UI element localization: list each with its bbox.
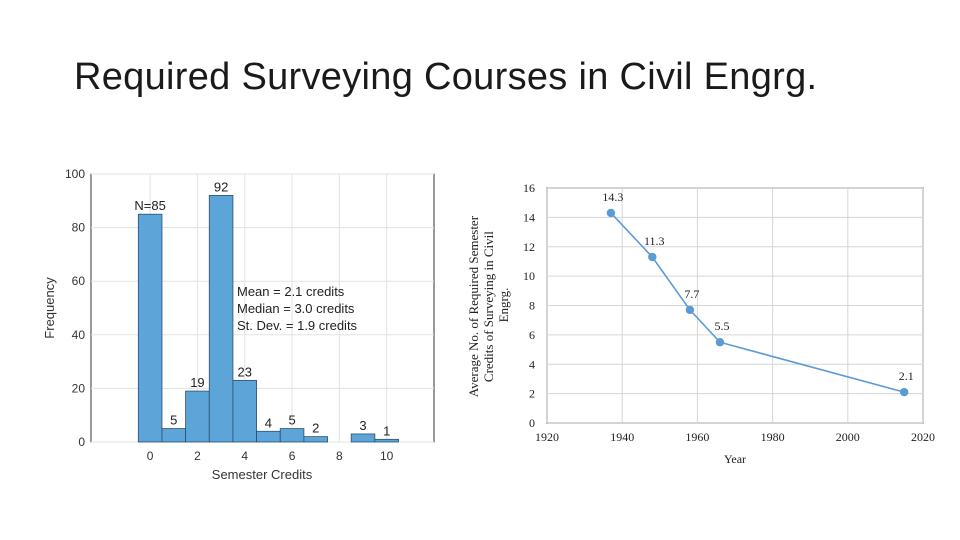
histogram-bar [256,430,281,443]
line-point-label: 7.7 [684,287,699,301]
slide-title: Required Surveying Courses in Civil Engr… [74,56,818,98]
line-y-tick-label: 4 [529,357,535,371]
line-y-tick-label: 14 [523,210,535,224]
line-point-label: 14.3 [602,190,623,204]
line-x-tick-label: 1980 [761,430,785,444]
line-x-tick-label: 1960 [685,430,709,444]
line-x-tick-label: 2020 [911,430,935,444]
histogram-bar [137,213,163,443]
histogram-stats-line: Median = 3.0 credits [237,301,355,316]
line-y-tick-label: 12 [523,240,535,254]
line-point [715,338,725,347]
histogram-bar-label: 5 [170,413,177,428]
histogram-bar-label: 19 [190,375,204,390]
histogram-bar-label: 3 [359,418,366,433]
line-y-tick-label: 0 [529,416,535,430]
histogram-bars [137,195,399,443]
histogram-y-tick-label: 100 [65,167,85,181]
histogram-x-tick-label: 6 [289,449,296,463]
histogram-x-tick-label: 2 [194,449,201,463]
line-y-tick-label: 6 [529,328,535,342]
histogram-x-tick-label: 0 [147,449,154,463]
line-x-tick-label: 2000 [836,430,860,444]
histogram-bar [208,195,234,443]
histogram-bar-label: 92 [214,179,228,194]
line-y-tick-label: 16 [523,181,535,195]
histogram-y-tick-label: 60 [72,274,86,288]
line-y-tick-label: 10 [523,269,535,283]
histogram-stats-line: Mean = 2.1 credits [237,284,345,299]
line-x-ticks: 1920 1940 1960 1980 2000 2020 [535,430,935,444]
line-y-label-line-3: Engrg. [496,288,511,323]
line-point-label: 11.3 [644,234,665,248]
histogram-x-tick-label: 4 [241,449,248,463]
line-grid [546,187,924,424]
histogram-bar-label: N=85 [134,198,165,213]
line-y-label-line-2: Credits of Surveying in Civil [481,231,496,382]
line-point-label: 5.5 [714,319,729,333]
histogram-x-tick-label: 10 [380,449,394,463]
line-point [685,305,695,315]
line-point [900,387,909,397]
line-x-tick-label: 1920 [535,430,559,444]
histogram-bar-label: 4 [265,415,272,430]
histogram-x-ticks: 0 2 4 6 8 10 [147,449,394,463]
histogram-y-tick-label: 40 [72,328,86,342]
histogram-bar [161,428,187,443]
histogram-y-label: Frequency [42,277,57,339]
histogram-y-tick-label: 80 [72,221,86,235]
histogram-bar [350,433,376,443]
histogram-y-ticks: 0 20 40 60 80 100 [65,167,85,449]
histogram-bar [374,438,399,443]
histogram-bar-label: 5 [288,413,295,428]
histogram-bar [185,390,210,443]
histogram-x-tick-label: 8 [336,449,343,463]
line-point [606,208,616,218]
line-y-tick-label: 8 [529,299,535,313]
histogram-bar-label: 2 [312,421,319,436]
line-y-label: Average No. of Required Semester Credits… [466,213,511,398]
line-series [606,208,909,397]
line-y-tick-label: 2 [529,387,535,401]
line-point [648,252,657,262]
line-y-ticks: 0 2 4 6 8 10 12 14 16 [523,181,535,430]
histogram-y-tick-label: 0 [78,435,85,449]
line-point-label: 2.1 [899,369,914,383]
line-chart: 14.3 11.3 7.7 5.5 2.1 0 2 4 6 8 10 12 14 16 1920 1940… [466,181,935,466]
histogram-bar [232,379,257,443]
line-y-label-line-1: Average No. of Required Semester [466,215,481,397]
histogram-bar-label: 23 [238,364,252,379]
histogram-bar [279,428,305,443]
line-x-label: Year [724,452,746,466]
line-x-tick-label: 1940 [610,430,634,444]
histogram-bar [303,436,328,443]
histogram-stats-line: St. Dev. = 1.9 credits [237,318,358,333]
histogram-stats-annotation: Mean = 2.1 credits Median = 3.0 credits St… [237,284,358,333]
histogram-y-tick-label: 20 [72,381,86,395]
histogram-bar-label: 1 [383,423,390,438]
line-point-labels: 14.3 11.3 7.7 5.5 2.1 [602,190,913,383]
histogram-x-label: Semester Credits [212,467,313,482]
